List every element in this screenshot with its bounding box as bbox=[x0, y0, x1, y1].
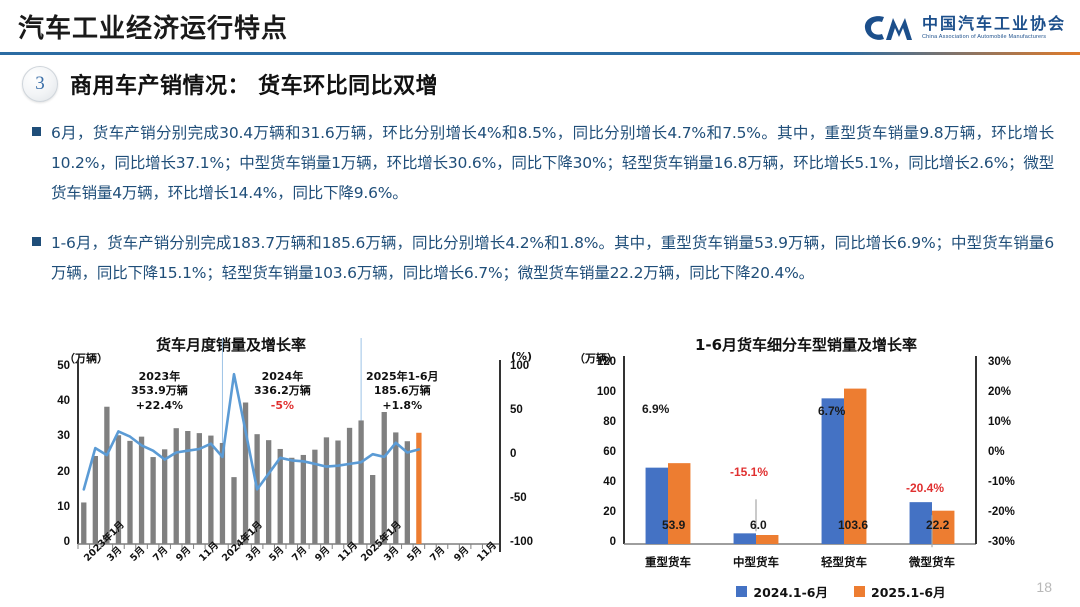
section-heading: 3 商用车产销情况： 货车环比同比双增 bbox=[22, 62, 438, 106]
bar-value-label: 103.6 bbox=[838, 518, 869, 532]
chart-left-plot bbox=[77, 338, 501, 552]
bullet-marker-icon bbox=[32, 237, 41, 246]
annotation-2023: 2023年 353.9万辆 +22.4% bbox=[131, 370, 188, 413]
growth-rate-label: 6.9% bbox=[642, 402, 670, 416]
header-divider bbox=[0, 52, 1080, 55]
chart-right-ytick: 120 bbox=[596, 356, 616, 368]
category-label: 重型货车 bbox=[645, 555, 691, 569]
chart-left-y2tick: -100 bbox=[510, 536, 534, 548]
bar-value-label: 6.0 bbox=[750, 518, 767, 532]
bar-2024 bbox=[821, 398, 844, 544]
chart-left-title: 货车月度销量及增长率 bbox=[155, 336, 306, 354]
chart-left-y-unit: （万辆） bbox=[64, 352, 108, 365]
legend-item-2025: 2025.1-6月 bbox=[854, 582, 946, 601]
chart-right-y2tick: 30% bbox=[988, 356, 1012, 368]
chart-left-ytick: 50 bbox=[57, 360, 70, 372]
annotation-2025-line3: +1.8% bbox=[382, 398, 423, 412]
annotation-2023-line3: +22.4% bbox=[135, 398, 184, 412]
annotation-2025: 2025年1-6月 185.6万辆 +1.8% bbox=[366, 370, 439, 413]
bullet-jan-jun-text: 1-6月，货车产销分别完成183.7万辆和185.6万辆，同比分别增长4.2%和… bbox=[51, 234, 1054, 283]
chart-right-y2tick: 0% bbox=[988, 446, 1005, 458]
chart-truck-monthly-sales: 货车月度销量及增长率 （万辆） (%) 2023年 353.9万辆 +22.4%… bbox=[26, 332, 556, 604]
chart-right-y-unit: （万辆） bbox=[574, 352, 618, 365]
chart-right-y2tick: 20% bbox=[988, 386, 1012, 398]
bar-value-label: 53.9 bbox=[662, 518, 686, 532]
bar-value-label: 22.2 bbox=[926, 518, 950, 532]
chart-left-ytick: 0 bbox=[63, 536, 70, 548]
chart-right-y2tick: -30% bbox=[988, 536, 1015, 548]
bar-2024 bbox=[733, 533, 756, 544]
chart-right-title: 1-6月货车细分车型销量及增长率 bbox=[694, 336, 918, 354]
legend-label-2024: 2024.1-6月 bbox=[753, 585, 828, 600]
annotation-2023-line2: 353.9万辆 bbox=[131, 384, 188, 398]
annotation-2024-line1: 2024年 bbox=[261, 370, 304, 383]
chart-left-ytick: 20 bbox=[57, 465, 70, 478]
bullet-jan-jun: 1-6月，货车产销分别完成183.7万辆和185.6万辆，同比分别增长4.2%和… bbox=[32, 228, 1054, 288]
logo-chinese-name: 中国汽车工业协会 bbox=[921, 13, 1066, 33]
annotation-2025-line2: 185.6万辆 bbox=[373, 384, 431, 398]
chart-left-y2tick: 100 bbox=[510, 360, 530, 372]
logo-english-name: China Association of Automobile Manufact… bbox=[921, 33, 1047, 40]
legend-label-2025: 2025.1-6月 bbox=[871, 585, 946, 600]
bar-2025 bbox=[932, 510, 955, 544]
chart-right-plot bbox=[623, 356, 977, 548]
bar-2024 bbox=[909, 502, 932, 544]
category-label: 中型货车 bbox=[733, 555, 779, 569]
annotation-2024-line3: -5% bbox=[270, 398, 295, 412]
chart-left-ytick: 10 bbox=[57, 500, 70, 513]
chart-truck-segment-sales: 1-6月货车细分车型销量及增长率 （万辆） 0 20 40 60 80 100 120 -3… bbox=[566, 332, 1066, 604]
bullet-june-text: 6月，货车产销分别完成30.4万辆和31.6万辆，环比分别增长4%和8.5%，同… bbox=[51, 124, 1054, 203]
chart-left-ytick: 30 bbox=[57, 430, 70, 443]
page-header: 汽车工业经济运行特点 中国汽车工业协会 China Association of… bbox=[0, 0, 1080, 56]
chart-right-y2tick: -10% bbox=[988, 476, 1015, 488]
chart-right-ytick: 100 bbox=[596, 386, 616, 398]
chart-left-y2tick: 0 bbox=[510, 448, 517, 460]
chart-right-ytick: 20 bbox=[603, 506, 616, 518]
bar-2025 bbox=[668, 463, 691, 544]
annotation-2024-line2: 336.2万辆 bbox=[254, 384, 311, 398]
legend-item-2024: 2024.1-6月 bbox=[736, 582, 828, 601]
bar-2025 bbox=[756, 535, 779, 544]
chart-right-ytick: 40 bbox=[603, 476, 616, 488]
chart-right-y2tick: -20% bbox=[988, 506, 1015, 518]
page-number: 18 bbox=[1036, 579, 1052, 595]
caam-logo: 中国汽车工业协会 China Association of Automobile… bbox=[862, 10, 1066, 46]
chart-right-legend: 2024.1-6月 2025.1-6月 bbox=[676, 582, 1006, 601]
chart-left-ytick: 40 bbox=[57, 395, 70, 408]
growth-rate-label: -15.1% bbox=[730, 465, 769, 480]
bullet-june: 6月，货车产销分别完成30.4万辆和31.6万辆，环比分别增长4%和8.5%，同… bbox=[32, 118, 1054, 209]
chart-right-ytick: 0 bbox=[609, 536, 616, 548]
bar-2024 bbox=[645, 467, 668, 544]
legend-swatch-2025-icon bbox=[854, 586, 865, 597]
growth-rate-label: -20.4% bbox=[906, 481, 945, 496]
chart-right-ytick: 80 bbox=[603, 416, 616, 428]
annotation-2024: 2024年 336.2万辆 -5% bbox=[254, 370, 311, 413]
bar-2025 bbox=[844, 388, 867, 544]
category-label: 微型货车 bbox=[909, 555, 955, 569]
chart-right-y2tick: 10% bbox=[988, 416, 1012, 428]
chart-right-ytick: 60 bbox=[603, 446, 616, 458]
annotation-2023-line1: 2023年 bbox=[138, 370, 181, 383]
caam-logo-mark bbox=[864, 16, 912, 40]
page-title: 汽车工业经济运行特点 bbox=[18, 14, 289, 44]
chart-left-y2-unit: (%) bbox=[511, 350, 533, 363]
growth-rate-label: 6.7% bbox=[818, 404, 846, 418]
annotation-2025-line1: 2025年1-6月 bbox=[366, 370, 439, 383]
section-number-badge: 3 bbox=[22, 66, 58, 102]
logo-text: 中国汽车工业协会 China Association of Automobile… bbox=[921, 13, 1066, 41]
section-title: 商用车产销情况： 货车环比同比双增 bbox=[70, 74, 439, 99]
legend-swatch-2024-icon bbox=[736, 586, 748, 597]
chart-left-y2tick: 50 bbox=[510, 404, 523, 416]
bullet-marker-icon bbox=[32, 127, 41, 136]
category-label: 轻型货车 bbox=[821, 555, 867, 569]
chart-left-y2tick: -50 bbox=[510, 492, 527, 504]
